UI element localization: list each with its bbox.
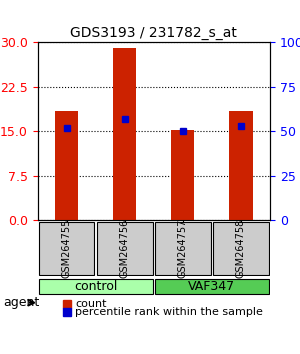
- Text: count: count: [75, 299, 107, 309]
- FancyBboxPatch shape: [155, 222, 211, 275]
- Text: GSM264758: GSM264758: [236, 219, 246, 278]
- Text: percentile rank within the sample: percentile rank within the sample: [75, 308, 263, 318]
- Bar: [55, 111, 78, 221]
- FancyBboxPatch shape: [39, 279, 153, 294]
- Bar: [229, 111, 253, 221]
- Text: GSM264755: GSM264755: [61, 219, 72, 278]
- Text: agent: agent: [3, 296, 39, 309]
- FancyBboxPatch shape: [97, 222, 153, 275]
- Text: GSM264756: GSM264756: [120, 219, 130, 278]
- Text: control: control: [74, 280, 117, 293]
- Title: GDS3193 / 231782_s_at: GDS3193 / 231782_s_at: [70, 26, 237, 40]
- FancyBboxPatch shape: [213, 222, 269, 275]
- FancyBboxPatch shape: [39, 222, 94, 275]
- Text: GSM264757: GSM264757: [178, 219, 188, 278]
- FancyBboxPatch shape: [155, 279, 269, 294]
- Text: VAF347: VAF347: [188, 280, 236, 293]
- Bar: [171, 130, 194, 221]
- Bar: [113, 48, 136, 221]
